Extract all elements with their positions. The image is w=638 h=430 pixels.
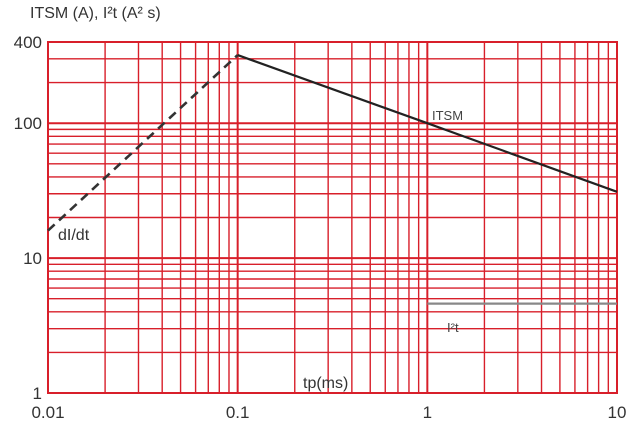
series-label-i2t: I²t [447, 320, 459, 335]
y-tick-label: 400 [14, 33, 42, 52]
series-line-1 [47, 54, 239, 232]
tick-labels: 0.01 0.1 1 10 1 10 100 400 [14, 33, 627, 422]
series-layer [47, 54, 618, 305]
x-axis-label: tp(ms) [303, 375, 348, 392]
series-line-0 [237, 54, 618, 193]
x-tick-label: 0.1 [226, 403, 250, 422]
x-tick-label: 0.01 [31, 403, 64, 422]
y-axis-label: ITSM (A), I²t (A² s) [30, 5, 161, 22]
y-tick-label: 10 [23, 249, 42, 268]
x-tick-label: 1 [423, 403, 432, 422]
series-label-itsm: ITSM [432, 108, 463, 123]
grid [48, 42, 617, 393]
x-tick-label: 10 [608, 403, 627, 422]
y-tick-label: 1 [33, 384, 42, 403]
y-tick-label: 100 [14, 114, 42, 133]
series-label-didt: dI/dt [58, 227, 90, 244]
